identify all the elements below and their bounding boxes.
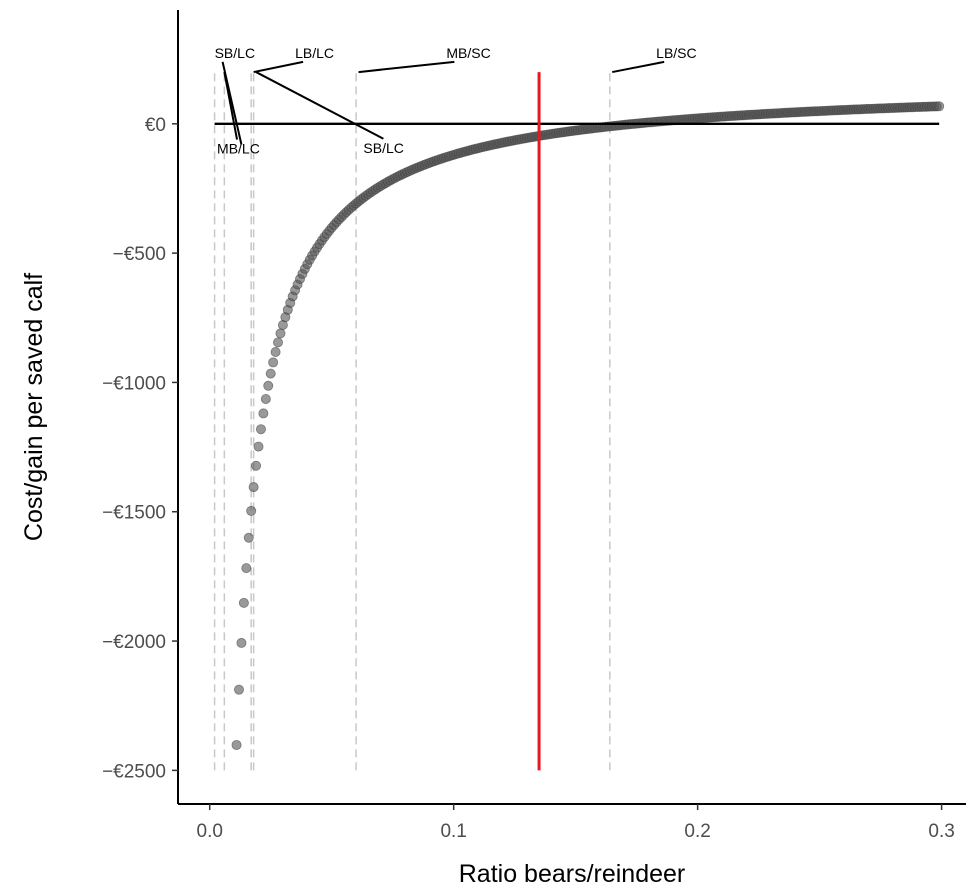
y-tick-label: −€1000 — [102, 373, 166, 394]
data-point — [238, 597, 249, 608]
data-point — [231, 739, 242, 750]
annotation-label: MB/SC — [446, 45, 490, 61]
x-axis-title: Ratio bears/reindeer — [459, 860, 686, 887]
data-point — [263, 380, 274, 391]
annotation-leader — [358, 60, 455, 74]
data-point — [260, 394, 271, 405]
data-points — [231, 101, 945, 750]
data-point — [253, 441, 264, 452]
data-point — [258, 408, 269, 419]
data-point — [265, 368, 276, 379]
annotation-leaders — [221, 60, 665, 145]
y-tick-label: −€1500 — [102, 503, 166, 524]
data-point — [248, 482, 259, 493]
annotation-leader — [253, 60, 304, 74]
data-point — [236, 637, 247, 648]
annotation-leader — [223, 71, 239, 140]
data-point — [273, 337, 284, 348]
annotation-label: LB/SC — [656, 45, 696, 61]
y-axis-ticks: €0 −€500 −€1000 −€1500 −€2000 −€2500 — [102, 115, 178, 782]
data-point — [246, 505, 257, 516]
annotation-label: SB/LC — [363, 140, 403, 156]
y-tick-label: −€500 — [113, 244, 166, 265]
y-tick-label: €0 — [145, 115, 166, 136]
y-tick-label: −€2000 — [102, 632, 166, 653]
data-point — [275, 328, 286, 339]
data-point — [243, 532, 254, 543]
x-tick-label: 0.2 — [684, 821, 710, 842]
x-axis-ticks: 0.0 0.1 0.2 0.3 — [197, 804, 955, 842]
annotation-label: LB/LC — [295, 45, 334, 61]
annotation-leader — [612, 60, 665, 74]
data-point — [934, 101, 945, 112]
data-point — [255, 424, 266, 435]
data-point — [270, 347, 281, 358]
y-axis-title: Cost/gain per saved calf — [20, 273, 48, 541]
annotation-label: MB/LC — [217, 141, 260, 157]
reference-lines — [213, 72, 611, 771]
data-point — [233, 684, 244, 695]
annotation-leader — [255, 71, 384, 140]
axes — [177, 10, 966, 805]
y-tick-label: −€2500 — [102, 761, 166, 782]
annotation-labels: SB/LC MB/LC LB/LC SB/LC MB/SC LB/SC — [215, 45, 697, 157]
annotation-label: SB/LC — [215, 45, 255, 61]
data-point — [241, 563, 252, 574]
data-point — [251, 460, 262, 471]
data-point — [268, 357, 279, 368]
x-tick-label: 0.1 — [440, 821, 466, 842]
x-tick-label: 0.0 — [197, 821, 223, 842]
x-tick-label: 0.3 — [928, 821, 954, 842]
